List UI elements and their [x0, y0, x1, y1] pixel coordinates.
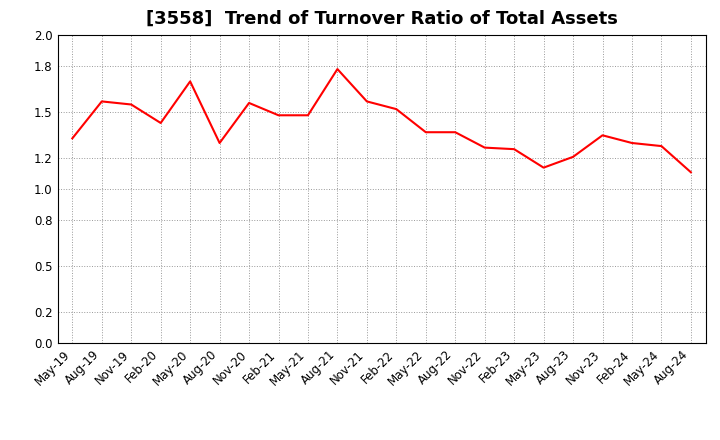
Title: [3558]  Trend of Turnover Ratio of Total Assets: [3558] Trend of Turnover Ratio of Total … — [145, 10, 618, 28]
